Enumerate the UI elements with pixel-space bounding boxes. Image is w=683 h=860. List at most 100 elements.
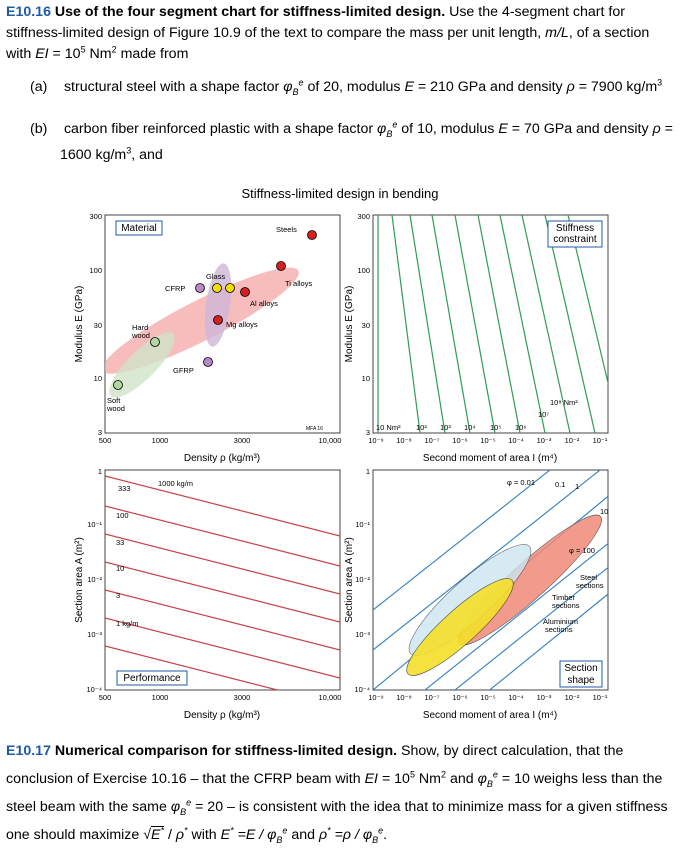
tick-label: 10⁻¹	[355, 520, 370, 529]
symbol-rho: ρ	[566, 79, 575, 95]
tick-label: 10,000	[319, 693, 342, 702]
axis-modulus-right: Modulus E (GPa)	[344, 286, 355, 363]
axis-density-bottom: Density ρ (kg/m³)	[184, 710, 260, 721]
tick-label: 100	[89, 266, 102, 275]
item-text: of 20, modulus	[307, 79, 401, 95]
ei-label: 10⁵	[490, 423, 501, 432]
item-text: = 70 GPa and density	[511, 121, 649, 137]
symbol-rho: ρ	[652, 121, 661, 137]
tick-label: 3	[98, 428, 102, 437]
exponent: 2	[111, 44, 117, 55]
section-box	[559, 660, 603, 688]
axis-i-top: Second moment of area I (m⁴)	[423, 453, 557, 464]
tick-label: 30	[94, 321, 102, 330]
item-text: = 210 GPa and density	[417, 79, 563, 95]
performance-lines	[105, 475, 340, 690]
axis-density-top: Density ρ (kg/m³)	[184, 453, 260, 464]
material-box	[115, 220, 163, 236]
phi-symbol: φBe	[477, 769, 498, 789]
area-label: 1 kg/m	[116, 619, 139, 628]
i-ticks-top: 10⁻⁹ 10⁻⁸ 10⁻⁷ 10⁻⁶ 10⁻⁵ 10⁻⁴ 10⁻³ 10⁻² …	[368, 436, 608, 445]
stiffness-box	[547, 220, 603, 248]
tick-label: 10⁻⁷	[424, 693, 439, 702]
tick-label: 10⁻³	[537, 693, 552, 702]
phi-label: 1	[575, 482, 579, 491]
tick-label: 10⁻⁸	[396, 693, 411, 702]
phi-labels: φ = 0.01 0.1 1 10 φ = 100 Steel sections…	[507, 478, 608, 634]
mg-marker	[213, 315, 223, 325]
body-text: Nm	[418, 771, 441, 787]
i-ticks-bottom: 10⁻⁹ 10⁻⁸ 10⁻⁷ 10⁻⁶ 10⁻⁵ 10⁻⁴ 10⁻³ 10⁻² …	[368, 693, 608, 702]
axis-area-left: Section area A (m²)	[74, 537, 85, 623]
exponent: 5	[409, 769, 415, 780]
ei-lines	[377, 215, 608, 433]
tick-label: 10⁻⁹	[368, 436, 384, 445]
item-label: (a)	[30, 79, 48, 95]
tick-label: 10⁻³	[537, 436, 552, 445]
ei-label: 10⁷	[538, 410, 549, 419]
section-bubbles	[406, 514, 602, 676]
phi-label: φ = 0.01	[507, 478, 535, 487]
tick-label: 300	[89, 212, 102, 221]
ei-label: 10²	[416, 423, 427, 432]
ti-marker	[276, 261, 286, 271]
e-star-def: E* =E / φBe	[220, 825, 288, 845]
section-label: Aluminium	[543, 617, 578, 626]
softwood-marker	[113, 380, 123, 390]
axis-modulus-left: Modulus E (GPa)	[74, 286, 85, 363]
exercise-number: E10.16	[6, 4, 51, 20]
item-text: , and	[131, 147, 163, 163]
area-labels: 1000 kg/m 333 100 33 10 3 1 kg/m	[116, 479, 193, 628]
label-gfrp: GFRP	[173, 366, 194, 375]
tick-label: 300	[357, 212, 370, 221]
tick-label: 10⁻¹	[593, 693, 608, 702]
tick-label: 500	[99, 693, 112, 702]
label-wood: wood	[106, 404, 125, 413]
section-label: sections	[545, 625, 573, 634]
exercise-number: E10.17	[6, 743, 51, 759]
label-glass: Glass	[206, 272, 225, 281]
al-marker	[240, 287, 250, 297]
symbol-e: E	[404, 79, 414, 95]
tick-label: 10⁻¹	[87, 520, 102, 529]
symbol-e: E	[498, 121, 508, 137]
tick-label: 10⁻⁴	[508, 693, 524, 702]
tick-label: 3000	[234, 436, 251, 445]
area-label: 10	[116, 564, 124, 573]
item-text: 1600 kg/m	[60, 147, 127, 163]
exponent: 3	[657, 77, 663, 88]
body-text: and	[449, 771, 474, 787]
item-text: carbon fiber reinforced plastic with a s…	[63, 121, 374, 137]
phi-label: 10	[600, 507, 608, 516]
tick-label: 10⁻⁴	[508, 436, 524, 445]
label-cfrp: CFRP	[165, 284, 185, 293]
item-text: of 10, modulus	[401, 121, 495, 137]
symbol-ei: EI	[35, 46, 49, 62]
tick-label: 10⁻⁵	[480, 693, 495, 702]
body-text: = 10	[381, 771, 410, 787]
tick-label: 10⁻³	[87, 630, 102, 639]
section-label: Timber	[552, 593, 576, 602]
area-label: 3	[116, 591, 120, 600]
material-box-label: Material	[121, 223, 157, 234]
material-bubbles	[105, 230, 317, 398]
section-label: Steel	[580, 573, 597, 582]
exponent: 2	[441, 769, 447, 780]
tick-label: 10⁻³	[355, 630, 370, 639]
label-wood: wood	[131, 331, 150, 340]
ei-label: 10 Nm²	[376, 423, 401, 432]
body-text: , of a section with	[6, 25, 650, 62]
tick-label: 10⁻⁶	[452, 436, 467, 445]
rho-star-def: ρ* =ρ / φBe	[319, 825, 384, 845]
performance-box	[116, 670, 188, 686]
label-al: Al alloys	[250, 299, 278, 308]
axis-i-bottom: Second moment of area I (m⁴)	[423, 710, 557, 721]
material-labels: Steels Ti alloys Al alloys Mg alloys Gla…	[106, 225, 323, 432]
section-label: sections	[576, 581, 604, 590]
area-label: 100	[116, 511, 129, 520]
exercise-title: Use of the four segment chart for stiffn…	[54, 4, 446, 20]
phi-label: φ = 100	[569, 546, 595, 555]
item-label: (b)	[30, 121, 48, 137]
panel-performance	[104, 469, 341, 691]
tick-label: 10⁻⁶	[452, 693, 467, 702]
